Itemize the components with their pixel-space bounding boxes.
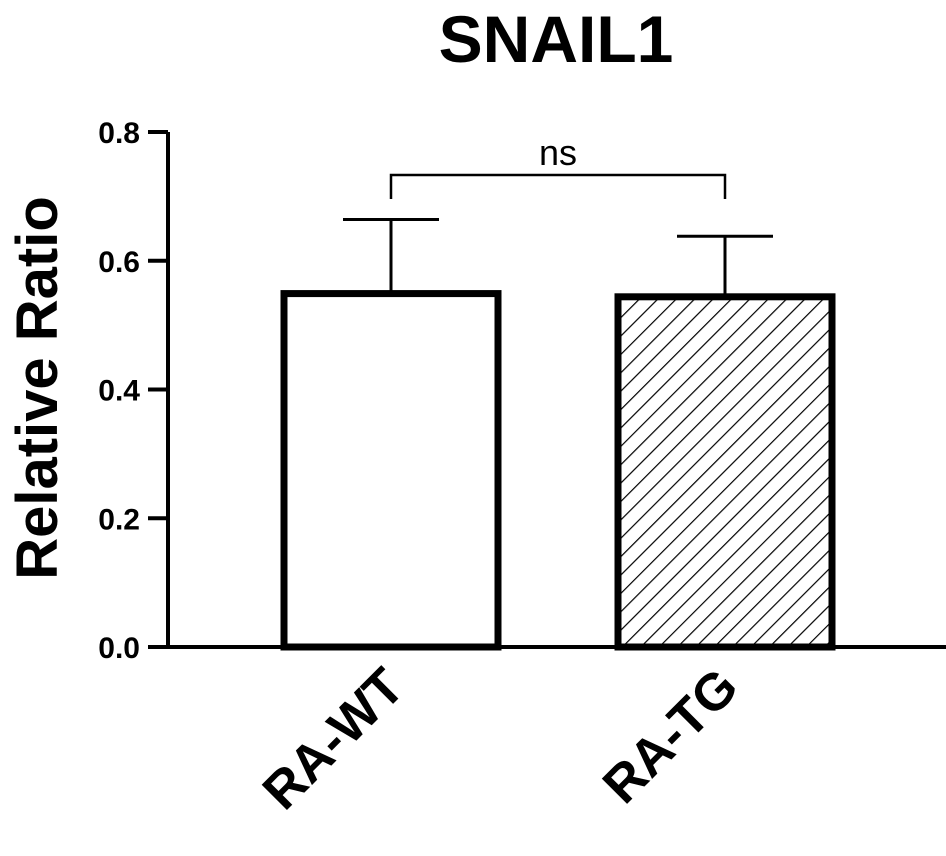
significance-bracket — [389, 173, 727, 199]
y-tick-label-1: 0.2 — [98, 503, 140, 536]
y-tick-label-4: 0.8 — [98, 117, 140, 150]
y-axis-label: Relative Ratio — [5, 196, 70, 580]
plot-area: 0.0 0.2 0.4 0.6 0.8 RA-WT RA-TG ns — [98, 117, 946, 821]
x-tick-label-ra-wt: RA-WT — [252, 657, 416, 821]
significance-label: ns — [539, 132, 577, 173]
y-tick-label-2: 0.4 — [98, 375, 140, 408]
x-tick-label-ra-tg: RA-TG — [592, 657, 749, 814]
y-tick-label-0: 0.0 — [98, 632, 140, 665]
chart-title: SNAIL1 — [439, 2, 674, 76]
y-tick-label-3: 0.6 — [98, 246, 140, 279]
bar-ra-tg — [614, 293, 836, 651]
bar-ra-wt — [280, 290, 502, 651]
